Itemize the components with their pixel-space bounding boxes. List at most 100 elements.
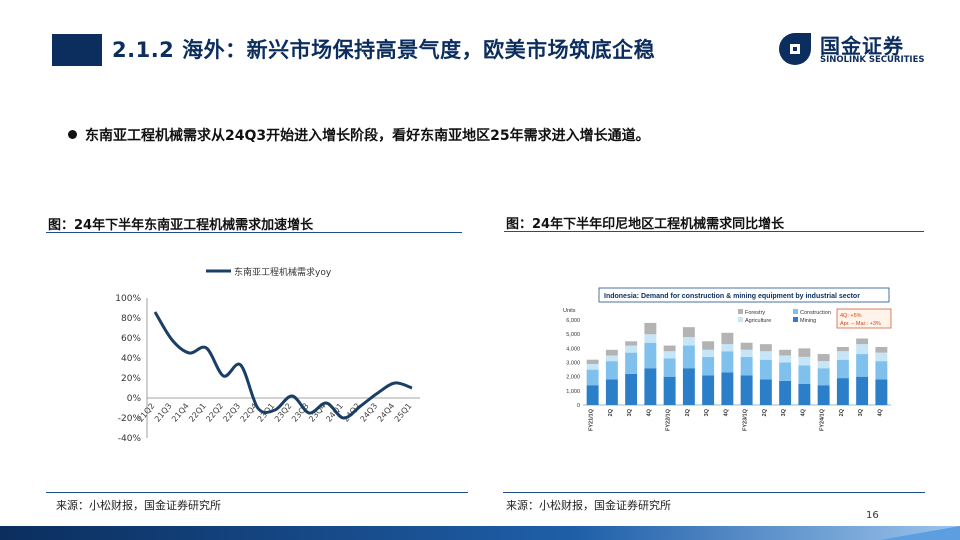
bar-mining bbox=[663, 376, 676, 405]
left-figure-source: 来源：小松财报，国金证券研究所 bbox=[56, 499, 221, 512]
bar-agriculture bbox=[625, 345, 638, 353]
legend-label: Agriculture bbox=[745, 318, 771, 324]
bar-agriculture bbox=[740, 349, 753, 357]
x-tick-label: 22Q1 bbox=[187, 402, 208, 424]
y-tick-label: 40% bbox=[121, 354, 141, 364]
bar-construction bbox=[836, 359, 849, 379]
bar-mining bbox=[759, 379, 772, 405]
x-tick-label: 24Q4 bbox=[376, 402, 397, 424]
bar-construction bbox=[856, 354, 869, 377]
y-tick-label: 3,000 bbox=[566, 361, 580, 367]
bar-mining bbox=[875, 379, 888, 405]
bar-construction bbox=[798, 365, 811, 384]
bar-agriculture bbox=[586, 363, 599, 370]
bar-forestry bbox=[875, 346, 888, 353]
bar-mining bbox=[644, 368, 657, 405]
x-tick-label: 2Q bbox=[608, 408, 614, 416]
legend-swatch-agriculture bbox=[738, 317, 743, 322]
y-tick-label: 100% bbox=[115, 294, 141, 304]
bar-agriculture bbox=[798, 356, 811, 366]
bar-construction bbox=[682, 345, 695, 369]
legend-label: Mining bbox=[800, 318, 816, 324]
y-tick-label: 0% bbox=[127, 394, 142, 404]
company-logo: 国金证券 SINOLINK SECURITIES bbox=[778, 30, 948, 70]
growth-note-line: 4Q: +5% bbox=[840, 313, 862, 319]
bar-forestry bbox=[759, 344, 772, 352]
left-figure-caption: 图：24年下半年东南亚工程机械需求加速增长 bbox=[48, 218, 314, 233]
bar-forestry bbox=[605, 349, 618, 356]
bar-construction bbox=[740, 356, 753, 376]
right-caption-divider bbox=[504, 231, 924, 232]
indonesia-demand-figure: Indonesia: Demand for construction & min… bbox=[553, 285, 898, 440]
bar-construction bbox=[605, 361, 618, 380]
x-tick-label: 22Q3 bbox=[221, 402, 242, 424]
bar-forestry bbox=[721, 332, 734, 345]
bar-construction bbox=[702, 356, 715, 376]
bar-construction bbox=[817, 368, 830, 386]
bar-forestry bbox=[682, 327, 695, 338]
bar-mining bbox=[702, 375, 715, 405]
x-tick-label: 21Q3 bbox=[153, 402, 174, 424]
bullet-icon bbox=[68, 129, 77, 139]
y-tick-label: 1,000 bbox=[566, 389, 580, 395]
growth-note-box bbox=[836, 308, 892, 329]
bar-agriculture bbox=[644, 334, 657, 343]
y-tick-label: 5,000 bbox=[566, 332, 580, 338]
right-source-divider bbox=[503, 492, 925, 493]
legend-swatch-mining bbox=[793, 317, 798, 322]
x-tick-label: FY23/1Q bbox=[743, 408, 749, 431]
legend-label: Forestry bbox=[745, 310, 765, 316]
y-tick-label: 4,000 bbox=[566, 346, 580, 352]
bar-construction bbox=[875, 361, 888, 380]
bar-agriculture bbox=[836, 351, 849, 360]
bar-construction bbox=[625, 352, 638, 374]
bar-forestry bbox=[779, 349, 792, 356]
indonesia-demand-bar-chart: Indonesia: Demand for construction & min… bbox=[553, 285, 898, 440]
bar-agriculture bbox=[817, 361, 830, 369]
x-tick-label: 2Q bbox=[762, 408, 768, 416]
bar-agriculture bbox=[721, 344, 734, 352]
x-tick-label: FY24/1Q bbox=[820, 408, 826, 431]
bar-forestry bbox=[798, 348, 811, 357]
bar-agriculture bbox=[759, 351, 772, 360]
y-tick-label: 2,000 bbox=[566, 375, 580, 381]
y-tick-label: 0 bbox=[577, 403, 580, 409]
x-tick-label: 21Q2 bbox=[136, 402, 157, 424]
legend-label: Construction bbox=[800, 310, 831, 316]
x-tick-label: 4Q bbox=[877, 408, 883, 416]
bar-mining bbox=[605, 379, 618, 405]
legend-swatch-forestry bbox=[738, 309, 743, 314]
legend-swatch-construction bbox=[793, 309, 798, 314]
left-caption-divider bbox=[46, 232, 462, 233]
bar-forestry bbox=[817, 354, 830, 362]
bar-construction bbox=[721, 351, 734, 373]
growth-note-line: Apr. – Mar.: +3% bbox=[840, 321, 881, 327]
bar-mining bbox=[798, 383, 811, 405]
x-tick-label: 3Q bbox=[858, 408, 864, 416]
bar-agriculture bbox=[779, 355, 792, 363]
key-point: 东南亚工程机械需求从24Q3开始进入增长阶段，看好东南亚地区25年需求进入增长通… bbox=[68, 125, 650, 145]
right-figure-caption: 图：24年下半年印尼地区工程机械需求同比增长 bbox=[506, 217, 785, 232]
x-tick-label: 4Q bbox=[723, 408, 729, 416]
x-tick-label: FY21/1Q bbox=[589, 408, 595, 431]
logo-chinese-name: 国金证券 bbox=[820, 34, 904, 58]
x-tick-label: 3Q bbox=[704, 408, 710, 416]
y-tick-label: 80% bbox=[121, 314, 141, 324]
bar-construction bbox=[779, 362, 792, 381]
inset-title-box bbox=[598, 287, 890, 303]
y-tick-label: -40% bbox=[118, 434, 142, 444]
units-label: Units bbox=[563, 308, 576, 314]
x-tick-label: 2Q bbox=[839, 408, 845, 416]
bar-construction bbox=[644, 342, 657, 369]
y-tick-label: 20% bbox=[121, 374, 141, 384]
bar-forestry bbox=[836, 346, 849, 352]
x-tick-label: 22Q2 bbox=[204, 402, 225, 424]
bar-forestry bbox=[625, 341, 638, 346]
bar-mining bbox=[682, 368, 695, 405]
footer-band bbox=[0, 526, 960, 540]
bar-mining bbox=[721, 372, 734, 405]
bar-forestry bbox=[663, 345, 676, 352]
x-tick-label: 4Q bbox=[800, 408, 806, 416]
bar-agriculture bbox=[702, 349, 715, 357]
x-tick-label: 3Q bbox=[627, 408, 633, 416]
